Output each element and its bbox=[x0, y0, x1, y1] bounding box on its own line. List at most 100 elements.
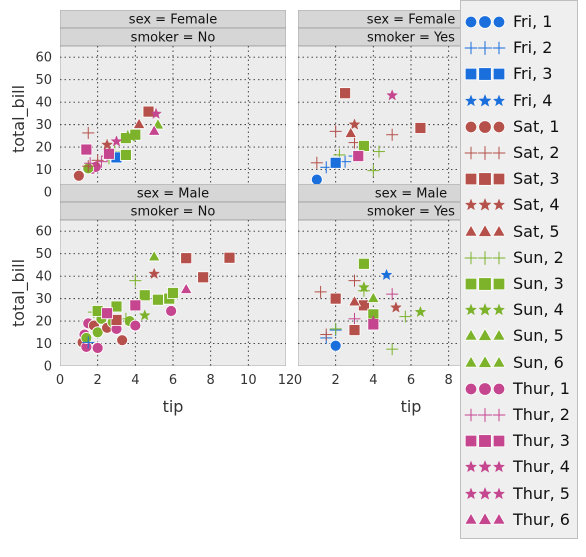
legend-marker-glyph bbox=[464, 251, 478, 265]
legend-label: Sun, 2 bbox=[513, 247, 564, 267]
legend-marker-glyph bbox=[492, 15, 506, 29]
legend-marker-glyph bbox=[492, 251, 506, 265]
legend-marker-glyph bbox=[477, 511, 493, 525]
legend-marker-glyph bbox=[464, 328, 478, 341]
legend-marker-square bbox=[464, 172, 506, 186]
chart-legend: Fri, 1 Fri, 2 Fri, 3 Fri, 4 Sat, 1 Sat, 2 Sat,… bbox=[460, 0, 578, 539]
data-point-sun-square bbox=[110, 300, 123, 313]
x-tick-label: 4 bbox=[369, 373, 377, 388]
legend-entry: Sun, 3 bbox=[461, 271, 579, 297]
legend-entry: Thur, 1 bbox=[461, 376, 579, 402]
data-point-sat-circle bbox=[72, 169, 85, 182]
legend-marker-circle bbox=[464, 382, 506, 396]
legend-marker-glyph bbox=[492, 487, 506, 499]
y-tick-label: 0 bbox=[44, 186, 52, 201]
data-point-sat-plus bbox=[348, 274, 361, 287]
data-point-sun-plus bbox=[129, 274, 142, 287]
data-point-sat-star bbox=[148, 267, 161, 279]
data-point-fri-square bbox=[329, 156, 342, 169]
data-point-sun-plus bbox=[372, 145, 385, 158]
x-axis-label: tip bbox=[163, 397, 184, 416]
y-tick-label: 40 bbox=[35, 270, 52, 285]
legend-marker-glyph bbox=[464, 382, 478, 395]
legend-marker-star bbox=[464, 93, 506, 107]
data-point-sun-plus bbox=[386, 343, 399, 356]
data-point-thur-plus bbox=[386, 288, 399, 301]
y-tick-label: 30 bbox=[35, 292, 52, 307]
data-point-sun-star bbox=[358, 281, 370, 293]
legend-label: Fri, 4 bbox=[513, 90, 553, 110]
x-tick-label: 2 bbox=[94, 373, 102, 388]
legend-marker-glyph bbox=[477, 223, 493, 237]
legend-marker-glyph bbox=[492, 41, 506, 55]
legend-marker-glyph bbox=[478, 93, 492, 107]
legend-marker-glyph bbox=[492, 460, 506, 473]
legend-marker-glyph bbox=[478, 486, 492, 500]
legend-marker-glyph bbox=[464, 303, 478, 316]
legend-marker-triangle bbox=[464, 328, 506, 342]
data-point-sun-square bbox=[167, 287, 179, 299]
legend-marker-plus bbox=[464, 41, 506, 56]
legend-label: Sun, 3 bbox=[513, 274, 564, 293]
data-point-thur-plus bbox=[84, 157, 97, 170]
legend-marker-glyph bbox=[492, 303, 506, 316]
data-point-sat-plus bbox=[82, 160, 95, 173]
legend-marker-glyph bbox=[492, 146, 506, 160]
facet-strip-bottom-label: smoker = Yes bbox=[367, 205, 455, 220]
y-tick-label: 50 bbox=[35, 247, 52, 262]
facet-panel: sex = Female smoker = No bbox=[60, 10, 286, 192]
legend-marker-star bbox=[464, 303, 506, 316]
data-point-sat-square bbox=[223, 251, 236, 264]
legend-entry: Sat, 2 bbox=[461, 140, 579, 166]
data-point-thur-square bbox=[101, 307, 113, 320]
legend-label: Sat, 5 bbox=[513, 221, 560, 241]
legend-marker-glyph bbox=[492, 408, 506, 422]
legend-marker-glyph bbox=[464, 435, 478, 448]
data-point-thur-star bbox=[367, 314, 380, 327]
data-point-thur-triangle bbox=[147, 124, 161, 136]
legend-marker-plus bbox=[464, 146, 506, 160]
data-point-thur-circle bbox=[129, 319, 142, 332]
legend-marker-glyph bbox=[464, 146, 478, 160]
legend-label: Fri, 1 bbox=[513, 12, 553, 31]
legend-marker-glyph bbox=[477, 328, 493, 342]
data-point-sun-circle bbox=[91, 326, 104, 339]
legend-marker-glyph bbox=[492, 94, 506, 106]
legend-marker-glyph bbox=[492, 382, 506, 395]
legend-marker-glyph bbox=[464, 460, 478, 473]
legend-marker-glyph bbox=[492, 223, 506, 237]
legend-marker-glyph bbox=[478, 41, 492, 56]
y-tick-label: 60 bbox=[35, 225, 52, 240]
legend-marker-square bbox=[464, 67, 506, 82]
legend-label: Sun, 4 bbox=[513, 300, 564, 320]
data-point-sun-square bbox=[152, 293, 164, 306]
legend-label: Thur, 5 bbox=[513, 483, 570, 503]
legend-marker-glyph bbox=[478, 277, 492, 291]
x-tick-label: 6 bbox=[407, 373, 415, 388]
legend-marker-glyph bbox=[464, 487, 478, 499]
data-point-thur-circle bbox=[91, 342, 104, 354]
legend-marker-triangle bbox=[464, 223, 506, 237]
legend-marker-glyph bbox=[464, 120, 478, 133]
legend-marker-glyph bbox=[477, 354, 493, 368]
legend-marker-glyph bbox=[464, 173, 478, 186]
data-point-sun-square bbox=[358, 257, 370, 270]
data-point-sun-square bbox=[138, 289, 151, 302]
facet-strip-top-label: sex = Female bbox=[129, 13, 217, 28]
legend-entry: Sat, 3 bbox=[461, 166, 579, 192]
facet-strip-top-label: sex = Male bbox=[375, 187, 447, 202]
data-point-thur-square bbox=[103, 147, 115, 160]
legend-marker-glyph bbox=[492, 354, 506, 368]
legend-marker-glyph bbox=[464, 277, 478, 291]
legend-entry: Sun, 4 bbox=[461, 297, 579, 323]
legend-marker-glyph bbox=[492, 512, 506, 525]
facet-panel: sex = Male smoker = No bbox=[60, 184, 286, 366]
legend-marker-glyph bbox=[464, 68, 478, 81]
legend-entry: Thur, 4 bbox=[461, 454, 579, 480]
x-tick-label: 0 bbox=[294, 373, 302, 388]
legend-label: Fri, 2 bbox=[513, 38, 553, 58]
legend-label: Sat, 2 bbox=[513, 143, 560, 162]
y-tick-label: 40 bbox=[35, 96, 52, 111]
legend-marker-square bbox=[464, 277, 506, 291]
data-point-sat-plus bbox=[320, 328, 333, 341]
